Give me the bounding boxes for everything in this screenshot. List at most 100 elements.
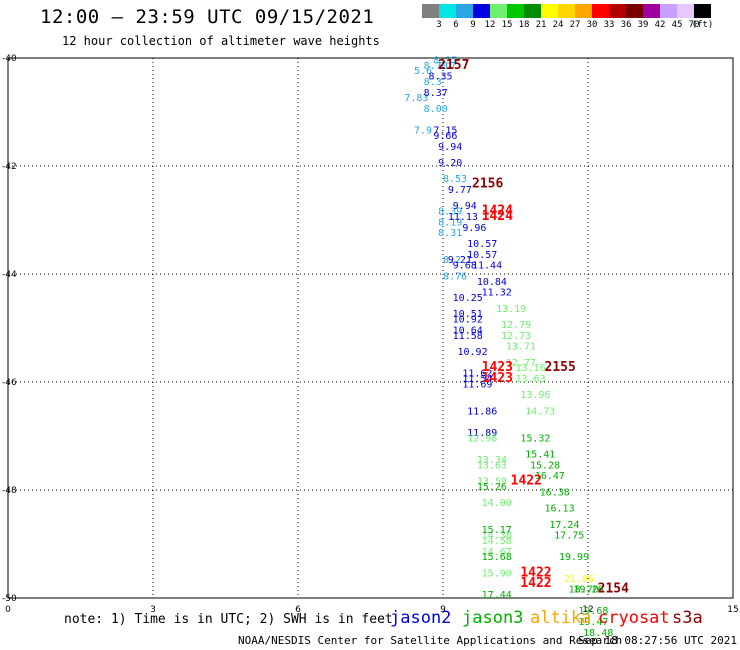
x-tick-label: 0 (5, 605, 11, 615)
wave-height-label: 14.67 (482, 547, 512, 558)
wave-height-label: 17.75 (554, 531, 584, 542)
color-scale-swatch (456, 4, 473, 18)
legend-jason2: jason2 (390, 608, 452, 628)
pass-time-label: 1423 (482, 360, 513, 375)
color-scale-label: 9 (470, 20, 476, 30)
wave-height-label: 12.98 (467, 433, 497, 444)
wave-height-label: 9.68 (453, 261, 477, 272)
wave-height-label: 16.47 (535, 471, 565, 482)
wave-height-label: 8.53 (443, 174, 467, 185)
color-scale-swatches (422, 4, 728, 18)
pass-time-label: 2157 (438, 58, 469, 73)
wave-height-label: 15.41 (525, 450, 555, 461)
x-tick-label: 12 (582, 605, 593, 615)
color-scale-label: 15 (501, 20, 513, 30)
wave-height-label: 8.37 (424, 88, 448, 99)
wave-height-label: 5.6 (414, 66, 432, 77)
color-scale-label: 45 (671, 20, 683, 30)
color-scale-swatch (558, 4, 575, 18)
wave-height-label: 15.26 (477, 482, 507, 493)
color-scale-label: 33 (603, 20, 615, 30)
wave-height-label: 9.21 (448, 255, 472, 266)
wave-height-label: 14.73 (525, 406, 555, 417)
wave-height-label: 14.00 (482, 498, 512, 509)
wave-height-label: 11.58 (453, 331, 483, 342)
wave-height-label: 12.77 (506, 358, 536, 369)
wave-height-label: 11.86 (467, 406, 497, 417)
color-scale: 3 6 9 12 15 18 21 24 27 30 33 36 39 42 45 70 (ft) (422, 4, 728, 30)
wave-height-label: 8.00 (424, 104, 448, 115)
pass-time-label: 1423 (482, 371, 513, 386)
wave-height-label: 19.26 (574, 585, 604, 596)
y-tick-label: -40 (2, 54, 17, 64)
color-scale-swatch (677, 4, 694, 18)
wave-height-label: 11.89 (467, 428, 497, 439)
chart-subtitle: 12 hour collection of altimeter wave hei… (62, 34, 380, 48)
x-tick-label: 6 (295, 605, 301, 615)
wave-height-label: 14.58 (482, 536, 512, 547)
wave-height-label: 8.35 (429, 72, 453, 83)
pass-time-label: 1422 (511, 474, 542, 489)
pass-time-label: 2154 (598, 582, 629, 597)
chart-title: 12:00 — 23:59 UTC 09/15/2021 (40, 6, 375, 28)
wave-height-label: 13.59 (477, 477, 507, 488)
wave-height-label: 9.94 (438, 142, 462, 153)
wave-height-label: 8.2 (443, 255, 461, 266)
wave-height-label: 7.15 (433, 126, 457, 137)
pass-time-label: 1422 (520, 576, 551, 591)
y-tick-label: -46 (2, 378, 17, 388)
wave-height-label: 14.38 (482, 531, 512, 542)
color-scale-labels: 3 6 9 12 15 18 21 24 27 30 33 36 39 42 45 70 (ft) (422, 18, 728, 30)
wave-height-label: 18.70 (569, 585, 599, 596)
color-scale-swatch (473, 4, 490, 18)
wave-height-label: 13.71 (506, 342, 536, 353)
color-scale-swatch (694, 4, 711, 18)
wave-height-label: 10.92 (453, 315, 483, 326)
wave-height-label: 9.77 (448, 185, 472, 196)
color-scale-label: 3 (436, 20, 442, 30)
wave-height-label: 8.19 (438, 217, 462, 228)
wave-height-label: 17.44 (482, 590, 512, 601)
wave-height-label: 11.44 (472, 261, 502, 272)
wave-height-label: 10.57 (467, 250, 497, 261)
wave-height-label: 16.13 (545, 504, 575, 515)
color-scale-label: 30 (586, 20, 598, 30)
wave-height-label: 15.32 (520, 433, 550, 444)
wave-height-label: 19.99 (559, 552, 589, 563)
wave-height-label: 8.3 (424, 77, 442, 88)
wave-height-label: 13.34 (477, 455, 507, 466)
pass-time-label: 2156 (472, 177, 503, 192)
wave-height-label: 13.19 (496, 304, 526, 315)
wave-height-label: 18.48 (583, 628, 613, 639)
wave-height-label: 15.28 (530, 460, 560, 471)
color-scale-swatch (643, 4, 660, 18)
wave-height-label: 10.64 (453, 325, 483, 336)
wave-height-label: 9.96 (462, 223, 486, 234)
color-scale-swatch (439, 4, 456, 18)
wave-height-label: 10.51 (453, 309, 483, 320)
color-scale-label: 70 (688, 20, 700, 30)
wave-height-label: 11.62 (462, 369, 492, 380)
pass-time-label: 1422 (520, 565, 551, 580)
x-tick-label: 3 (150, 605, 156, 615)
wave-height-label: 10.84 (477, 277, 507, 288)
y-tick-label: -42 (2, 162, 17, 172)
plot-frame (7, 57, 734, 599)
wave-height-label: 11.32 (482, 288, 512, 299)
y-tick-label: -48 (2, 486, 17, 496)
footer-timestamp: Sep 18 08:27:56 UTC 2021 (578, 634, 737, 647)
color-scale-swatch (626, 4, 643, 18)
wave-height-label: 17.24 (549, 520, 579, 531)
legend-cryosat: cryosat (598, 608, 670, 628)
color-scale-label: 18 (518, 20, 530, 30)
wave-height-label: 12.73 (501, 331, 531, 342)
wave-height-label: 16.38 (540, 487, 570, 498)
wave-height-label: 11.69 (462, 379, 492, 390)
wave-height-label: 7.83 (404, 93, 428, 104)
wave-height-label: 9.94 (453, 201, 477, 212)
color-scale-label: 12 (484, 20, 496, 30)
color-scale-swatch (541, 4, 558, 18)
wave-height-label: 12.79 (501, 320, 531, 331)
color-scale-swatch (507, 4, 524, 18)
